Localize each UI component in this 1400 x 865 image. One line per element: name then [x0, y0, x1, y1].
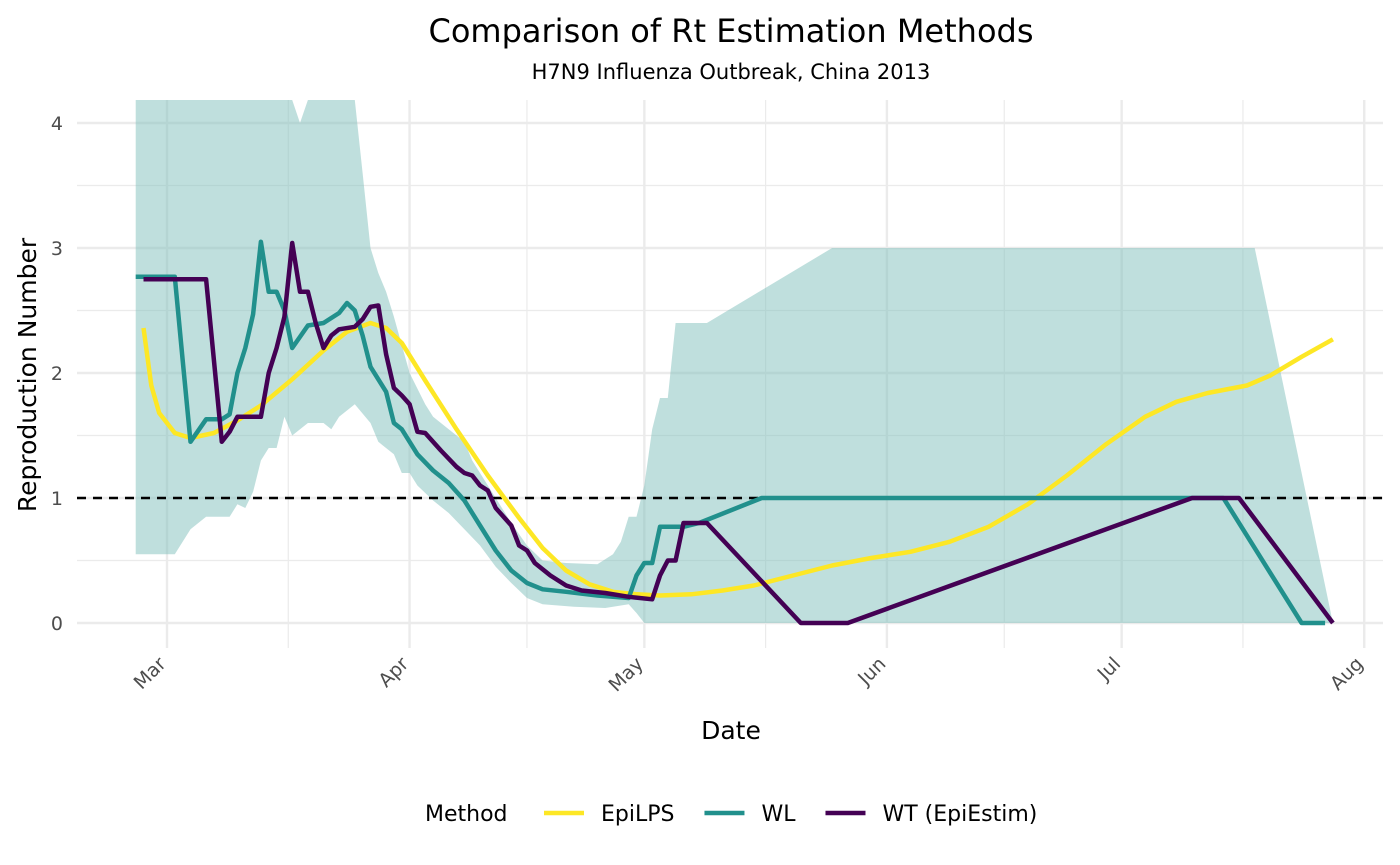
x-axis-label: Date: [701, 716, 761, 745]
confidence-ribbons: [135, 100, 1333, 623]
y-tick-label: 2: [51, 363, 63, 385]
x-tick-label: Jun: [853, 653, 890, 690]
x-tick-label: May: [605, 653, 648, 696]
x-tick-label: Aug: [1326, 653, 1368, 695]
series-lines: [135, 239, 1335, 626]
ribbon-wl: [135, 100, 1333, 623]
legend-title: Method: [425, 802, 508, 827]
x-tick-label: Apr: [374, 653, 413, 692]
chart-subtitle: H7N9 Influenza Outbreak, China 2013: [532, 60, 931, 84]
legend-items: EpiLPS WL WT (EpiEstim): [544, 802, 1037, 827]
series-line-wt-epiestim: [143, 240, 1335, 626]
chart-title: Comparison of Rt Estimation Methods: [429, 12, 1034, 50]
legend-label: EpiLPS: [601, 802, 674, 827]
y-tick-label: 0: [51, 613, 63, 635]
y-axis-label: Reproduction Number: [13, 237, 42, 512]
x-axis-ticks: Mar Apr May Jun Jul Aug: [130, 653, 1368, 696]
legend-label: WL: [761, 802, 796, 827]
y-tick-label: 3: [51, 238, 63, 260]
x-tick-label: Mar: [130, 653, 171, 694]
y-axis-ticks: 0 1 2 3 4: [51, 113, 63, 635]
y-tick-label: 1: [51, 488, 63, 510]
legend-label: WT (EpiEstim): [882, 802, 1037, 827]
legend: Method EpiLPS WL WT (EpiEstim): [425, 802, 1037, 827]
x-tick-label: Jul: [1093, 653, 1125, 685]
y-tick-label: 4: [51, 113, 63, 135]
series-line-wl: [135, 239, 1326, 626]
